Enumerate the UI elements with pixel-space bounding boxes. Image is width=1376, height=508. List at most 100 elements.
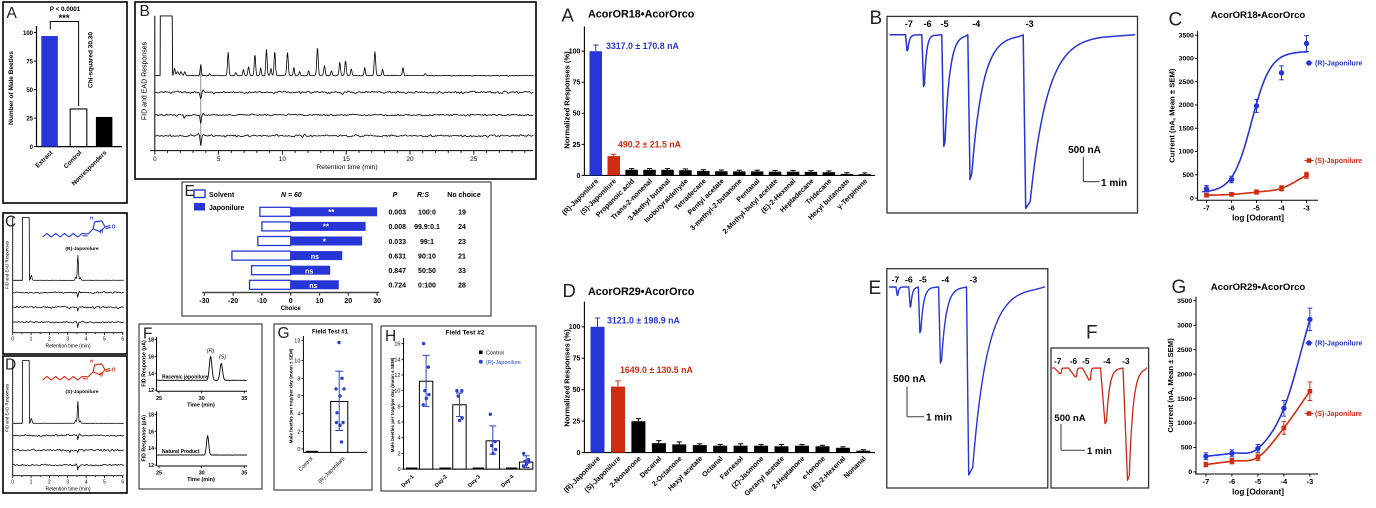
svg-text:500: 500 [1182,172,1194,179]
svg-text:Field Test #2: Field Test #2 [446,330,485,337]
svg-text:21: 21 [458,253,466,260]
svg-text:-5: -5 [1255,477,1262,486]
svg-text:-7: -7 [905,19,913,29]
svg-text:C: C [1169,10,1183,31]
svg-text:6: 6 [121,480,124,486]
svg-text:99:1: 99:1 [420,239,434,246]
svg-text:E: E [185,183,195,200]
svg-text:1: 1 [30,337,33,343]
svg-text:4: 4 [85,480,88,486]
svg-text:15: 15 [343,156,351,163]
svg-text:100: 100 [23,31,34,37]
svg-text:6: 6 [397,420,400,426]
svg-text:Current (nA, Mean ± SEM): Current (nA, Mean ± SEM) [1168,68,1177,163]
svg-text:3500: 3500 [1177,298,1192,305]
svg-text:-6: -6 [1070,356,1078,366]
svg-text:-7: -7 [1054,356,1062,366]
svg-text:100:0: 100:0 [418,210,436,217]
svg-text:Solvent: Solvent [209,192,235,199]
svg-text:(S)-Japonilure: (S)-Japonilure [1315,158,1362,165]
svg-text:-6: -6 [1228,204,1235,213]
svg-text:10: 10 [394,389,400,395]
svg-text:1649.0 ± 130.5 nA: 1649.0 ± 130.5 nA [620,365,693,375]
svg-text:-5: -5 [919,275,927,285]
svg-text:25: 25 [573,419,581,426]
svg-text:35: 35 [241,471,247,477]
svg-text:G: G [278,325,290,342]
svg-text:13: 13 [294,339,300,345]
svg-text:18: 18 [148,338,154,344]
svg-text:2500: 2500 [1177,347,1192,354]
svg-text:(R)-Japonilure: (R)-Japonilure [65,246,98,252]
svg-text:Racemic japonilure: Racemic japonilure [162,375,208,381]
svg-text:2: 2 [397,451,400,457]
svg-text:Current (nA, Mean ± SEM): Current (nA, Mean ± SEM) [1166,338,1175,433]
svg-text:FID and EAD Responses: FID and EAD Responses [142,41,149,120]
svg-text:12: 12 [394,373,400,379]
svg-text:-20: -20 [228,298,238,305]
svg-text:Time (min): Time (min) [187,477,215,483]
svg-text:12: 12 [148,463,154,469]
svg-text:5: 5 [103,337,106,343]
svg-text:Choice: Choice [281,306,302,312]
svg-text:A: A [7,5,18,22]
svg-text:-7: -7 [1203,204,1210,213]
svg-text:0: 0 [153,156,157,163]
svg-text:25: 25 [573,142,581,149]
svg-text:Number of Male Beetles: Number of Male Beetles [8,51,15,125]
svg-text:10: 10 [279,156,287,163]
svg-text:4: 4 [297,412,300,418]
svg-text:F: F [1086,323,1098,344]
svg-text:ns: ns [305,269,313,276]
svg-text:3000: 3000 [1179,56,1194,63]
svg-text:FID Response (pA): FID Response (pA) [142,415,148,462]
svg-text:3000: 3000 [1177,322,1192,329]
svg-text:D: D [5,357,16,374]
svg-text:ns: ns [309,283,317,290]
svg-text:1000: 1000 [1179,149,1194,156]
svg-text:-30: -30 [199,298,209,305]
svg-text:FID Response (pA): FID Response (pA) [142,340,148,387]
svg-text:4: 4 [397,436,400,442]
svg-text:1 min: 1 min [926,413,952,424]
svg-text:20: 20 [406,156,414,163]
svg-text:6: 6 [121,337,124,343]
svg-text:Normalized Responses (%): Normalized Responses (%) [562,329,571,427]
svg-text:8: 8 [297,376,300,382]
svg-text:28: 28 [458,283,466,290]
svg-text:25: 25 [470,156,478,163]
svg-text:F: F [143,326,152,343]
svg-text:8: 8 [397,404,400,410]
svg-text:1500: 1500 [1177,396,1192,403]
svg-text:75: 75 [26,59,33,65]
svg-text:20: 20 [344,298,352,305]
svg-text:-3: -3 [1303,204,1310,213]
svg-text:0: 0 [397,467,400,473]
svg-text:500 nA: 500 nA [1068,145,1101,156]
svg-text:-7: -7 [892,275,900,285]
svg-text:33: 33 [458,268,466,275]
svg-text:log [Odorant]: log [Odorant] [1232,488,1284,497]
svg-text:2000: 2000 [1179,102,1194,109]
svg-text:(R)-Japonilure: (R)-Japonilure [1315,340,1363,347]
svg-text:35: 35 [241,396,247,402]
svg-text:A: A [562,5,575,26]
svg-text:D: D [563,280,576,301]
svg-text:FID and EAD Responses: FID and EAD Responses [5,384,10,432]
svg-text:500: 500 [1181,445,1193,452]
svg-text:P: P [393,192,398,199]
svg-text:(R)-Japonilure: (R)-Japonilure [486,360,521,366]
svg-text:P < 0.0001: P < 0.0001 [50,6,81,13]
svg-text:99.9:0.1: 99.9:0.1 [414,224,440,231]
svg-text:0.724: 0.724 [388,283,406,290]
svg-text:(S)-Japonilure: (S)-Japonilure [1315,411,1362,418]
svg-text:O: O [112,224,116,230]
svg-text:C: C [5,214,16,231]
svg-text:Time (min): Time (min) [187,403,215,409]
svg-text:*: * [323,237,327,246]
svg-text:30: 30 [373,298,381,305]
svg-text:3121.0 ± 198.9 nA: 3121.0 ± 198.9 nA [607,316,680,326]
svg-text:100: 100 [569,324,581,331]
svg-text:-4: -4 [1103,356,1111,366]
svg-text:2: 2 [48,480,51,486]
